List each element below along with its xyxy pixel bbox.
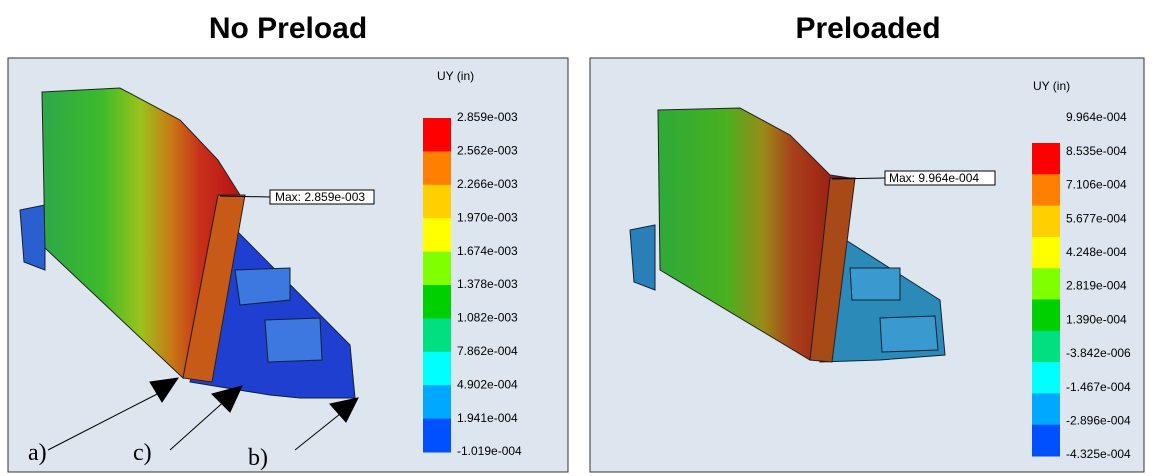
legend-label: 1.082e-003 (457, 311, 518, 325)
max-label: Max: 2.859e-003 (275, 190, 365, 204)
panel-title: Preloaded (795, 12, 940, 45)
annotation: c) (133, 440, 152, 466)
legend-swatch (1032, 393, 1060, 425)
legend-label: -2.896e-004 (1066, 413, 1131, 427)
legend-swatch (1032, 425, 1060, 457)
legend-label: 7.106e-004 (1066, 178, 1127, 192)
legend-swatch (423, 218, 451, 252)
legend-label: -1.019e-004 (457, 444, 522, 458)
legend-label: 4.248e-004 (1066, 245, 1127, 259)
legend-label: 1.970e-003 (457, 210, 518, 224)
page: No Preload Preloaded a) c) b) Max: 2.859… (0, 0, 1152, 476)
legend-swatch (1032, 300, 1060, 332)
legend-label: 2.562e-003 (457, 144, 518, 158)
legend-swatch (423, 352, 451, 386)
legend-swatch (1032, 268, 1060, 300)
legend-label: 2.859e-003 (457, 110, 518, 124)
legend-label: 1.378e-003 (457, 277, 518, 291)
legend-label: 1.390e-004 (1066, 312, 1127, 326)
legend-label: -1.467e-004 (1066, 380, 1131, 394)
legend-swatch (423, 185, 451, 219)
legend-label: 5.677e-004 (1066, 211, 1127, 225)
annotation: b) (248, 445, 268, 471)
annotation: a) (28, 440, 47, 466)
legend-swatch (1032, 362, 1060, 394)
legend-swatch (1032, 174, 1060, 206)
legend-label: 4.902e-004 (457, 377, 518, 391)
legend-swatch (423, 419, 451, 453)
legend-swatch (1032, 206, 1060, 238)
legend-label: 8.535e-004 (1066, 144, 1127, 158)
legend-swatch (423, 318, 451, 352)
figure: No Preload Preloaded a) c) b) Max: 2.859… (0, 0, 1152, 476)
legend-label: -4.325e-004 (1066, 447, 1131, 461)
legend-label: 1.941e-004 (457, 411, 518, 425)
legend-swatch (1032, 143, 1060, 175)
legend-swatch (1032, 237, 1060, 269)
legend-label: -3.842e-006 (1066, 346, 1131, 360)
legend-swatch (423, 285, 451, 319)
max-label: Max: 9.964e-004 (889, 171, 979, 185)
legend-title: UY (in) (437, 69, 474, 83)
panel-title: No Preload (209, 12, 367, 45)
legend-label: 2.819e-004 (1066, 279, 1127, 293)
legend-label: 1.674e-003 (457, 244, 518, 258)
legend-label: 9.964e-004 (1066, 110, 1127, 124)
legend-swatch (423, 252, 451, 286)
legend-label: 2.266e-003 (457, 177, 518, 191)
legend-swatch (423, 151, 451, 185)
legend-label: 7.862e-004 (457, 344, 518, 358)
legend-swatch (1032, 331, 1060, 363)
legend-swatch (423, 118, 451, 152)
legend-swatch (423, 385, 451, 419)
legend-title: UY (in) (1033, 79, 1070, 93)
